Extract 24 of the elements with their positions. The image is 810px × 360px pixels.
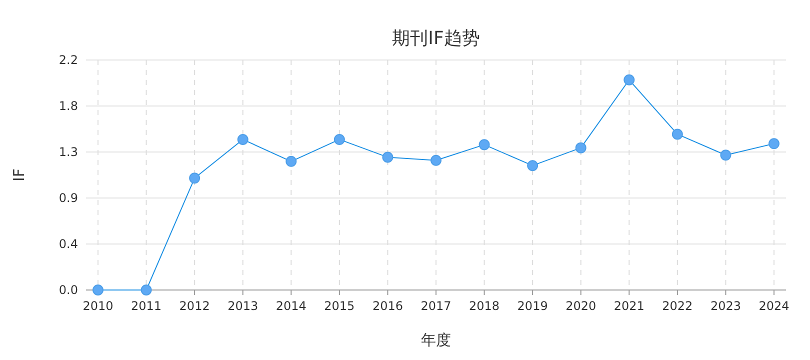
- x-tick-label: 2020: [566, 299, 596, 313]
- y-tick-label: 1.3: [58, 145, 78, 159]
- x-tick-label: 2022: [662, 299, 693, 313]
- y-axis-title: IF: [10, 168, 28, 182]
- x-tick-label: 2019: [517, 299, 548, 313]
- x-axis-title: 年度: [421, 331, 451, 349]
- x-tick-label: 2013: [228, 299, 258, 313]
- x-tick-label: 2014: [276, 299, 306, 313]
- y-tick-label: 0.9: [58, 191, 78, 205]
- x-tick-label: 2012: [179, 299, 210, 313]
- chart-title: 期刊IF趋势: [392, 28, 480, 49]
- x-tick-label: 2024: [758, 299, 790, 313]
- x-tick-label: 2016: [372, 299, 403, 313]
- x-tick-label: 2010: [82, 299, 114, 313]
- x-tick-label: 2021: [614, 299, 644, 313]
- y-tick-label: 1.8: [58, 99, 78, 113]
- y-tick-label: 2.2: [58, 53, 78, 67]
- x-tick-label: 2017: [420, 299, 452, 313]
- x-tick-label: 2018: [469, 299, 500, 313]
- x-tick-label: 2023: [710, 299, 741, 313]
- x-tick-label: 2011: [131, 299, 162, 313]
- x-tick-label: 2015: [324, 299, 355, 313]
- y-tick-label: 0.0: [58, 283, 78, 297]
- y-tick-label: 0.4: [58, 237, 78, 251]
